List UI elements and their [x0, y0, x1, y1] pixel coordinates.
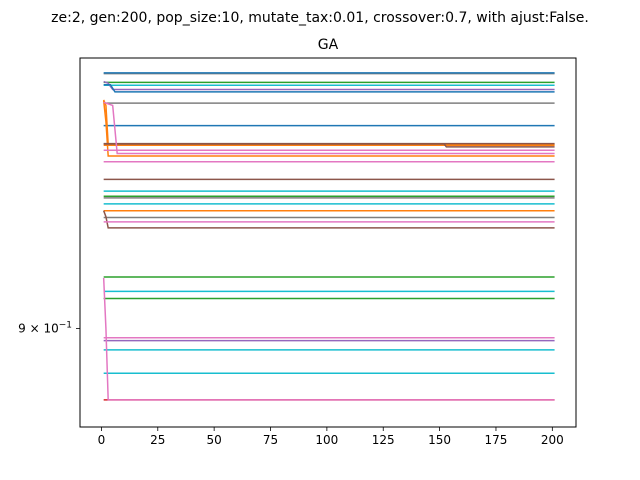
x-tick-label: 50 — [207, 433, 222, 447]
series-line-33 — [102, 277, 555, 401]
series-line-12 — [103, 143, 555, 148]
x-tick-label: 25 — [150, 433, 165, 447]
x-tick-label: 150 — [428, 433, 451, 447]
x-tick-label: 200 — [541, 433, 564, 447]
x-tick-label: 0 — [98, 433, 106, 447]
figure-suptitle: ze:2, gen:200, pop_size:10, mutate_tax:0… — [51, 10, 589, 26]
series-line-14 — [103, 101, 555, 155]
y-tick-label: 9 × 10−1 — [18, 321, 72, 336]
x-tick-label: 100 — [315, 433, 338, 447]
x-tick-label: 75 — [263, 433, 278, 447]
axis-ticks: 0 25 50 75 100 125 150 175 200 9 × 10−1 — [18, 321, 564, 447]
series-line-4 — [103, 80, 555, 91]
x-tick-label: 125 — [372, 433, 395, 447]
x-tick-label: 175 — [485, 433, 508, 447]
series-line-9 — [102, 100, 555, 157]
axes-frame — [79, 57, 577, 428]
series-line-5 — [103, 83, 555, 93]
chart-title: GA — [318, 37, 339, 53]
plot-lines — [102, 72, 555, 401]
